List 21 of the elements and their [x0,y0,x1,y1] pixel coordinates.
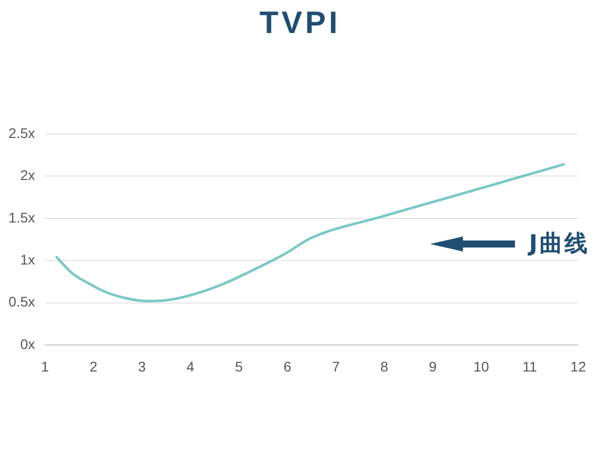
y-tick-label: 2x [20,167,35,184]
x-tick-label: 2 [90,358,98,374]
x-tick-label: 8 [380,358,388,374]
y-tick-label: 0.5x [8,294,35,310]
x-tick-label: 4 [186,358,195,374]
x-tick-label: 9 [428,358,437,374]
x-tick-label: 7 [332,358,340,374]
y-tick-label: 1x [20,251,35,268]
y-tick-label: 0x [20,336,35,352]
x-tick-label: 10 [473,358,490,374]
y-tick-label: 2.5x [8,124,35,141]
x-tick-label: 1 [41,358,50,374]
annotation: J曲线 [529,230,590,258]
x-tick-label: 3 [138,358,146,374]
x-tick-label: 5 [235,358,243,374]
x-tick-label: 6 [283,358,292,374]
x-tick-label: 11 [522,358,538,374]
line-series [55,163,565,302]
y-tick-label: 1.5x [8,209,35,226]
x-tick-label: 12 [570,358,586,374]
chart-title: TVPI [258,5,342,41]
